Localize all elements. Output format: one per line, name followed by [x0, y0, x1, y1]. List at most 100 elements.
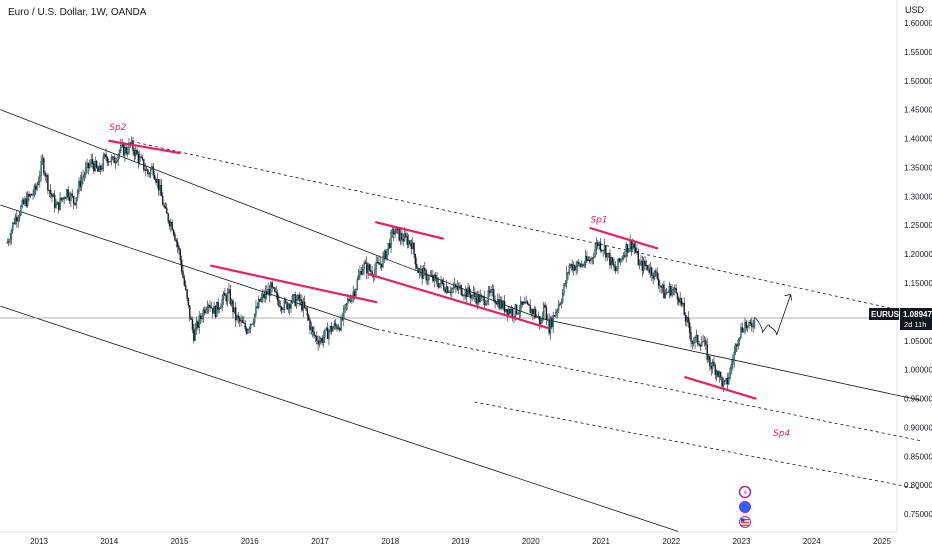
- candle-body[interactable]: [99, 165, 102, 171]
- candle-body[interactable]: [67, 189, 69, 198]
- candle-body[interactable]: [432, 275, 434, 282]
- candle-body[interactable]: [48, 190, 50, 191]
- candle-body[interactable]: [561, 293, 564, 303]
- candle-body[interactable]: [353, 291, 356, 297]
- candle-body[interactable]: [283, 300, 286, 310]
- candle-body[interactable]: [116, 160, 118, 163]
- candle-body[interactable]: [461, 294, 464, 296]
- candle-body[interactable]: [144, 169, 146, 171]
- candle-body[interactable]: [383, 250, 386, 257]
- candle-body[interactable]: [82, 176, 84, 179]
- candle-body[interactable]: [441, 279, 444, 284]
- channel-line[interactable]: [474, 401, 921, 490]
- candle-body[interactable]: [715, 370, 718, 375]
- candle-body[interactable]: [70, 193, 72, 201]
- candle-body[interactable]: [37, 181, 40, 185]
- candle-body[interactable]: [240, 320, 242, 322]
- candle-body[interactable]: [748, 321, 750, 326]
- candle-body[interactable]: [293, 294, 295, 296]
- candle-body[interactable]: [270, 282, 272, 296]
- candle-body[interactable]: [339, 327, 341, 331]
- candle-body[interactable]: [680, 297, 683, 305]
- candle-body[interactable]: [209, 305, 211, 308]
- lightning-icon[interactable]: [738, 485, 752, 499]
- candle-body[interactable]: [66, 189, 68, 198]
- candle-body[interactable]: [511, 308, 514, 317]
- candle-body[interactable]: [163, 204, 165, 207]
- candle-body[interactable]: [183, 277, 186, 286]
- candle-body[interactable]: [313, 331, 315, 336]
- candle-body[interactable]: [752, 326, 754, 328]
- candle-body[interactable]: [13, 222, 15, 224]
- candle-body[interactable]: [60, 197, 63, 201]
- sp-line[interactable]: [108, 139, 181, 155]
- candle-body[interactable]: [185, 285, 187, 290]
- candle-body[interactable]: [340, 317, 342, 331]
- candle-body[interactable]: [229, 289, 231, 305]
- candle-body[interactable]: [249, 324, 252, 329]
- candle-body[interactable]: [206, 307, 209, 310]
- channel-line[interactable]: [376, 328, 921, 442]
- candle-body[interactable]: [414, 253, 417, 265]
- candle-body[interactable]: [503, 300, 506, 312]
- candle-body[interactable]: [543, 304, 545, 319]
- candle-body[interactable]: [153, 175, 156, 180]
- candle-body[interactable]: [276, 293, 279, 301]
- candle-body[interactable]: [329, 326, 331, 332]
- support-resistance-lines[interactable]: [108, 139, 793, 400]
- candle-body[interactable]: [318, 341, 321, 345]
- candle-body[interactable]: [256, 306, 259, 308]
- candle-body[interactable]: [445, 286, 448, 293]
- candle-body[interactable]: [182, 271, 184, 278]
- candle-body[interactable]: [113, 156, 115, 164]
- candle-body[interactable]: [328, 331, 330, 339]
- candle-body[interactable]: [703, 340, 706, 342]
- candle-body[interactable]: [699, 344, 702, 347]
- candle-body[interactable]: [137, 153, 140, 163]
- candle-body[interactable]: [457, 286, 460, 290]
- candle-body[interactable]: [267, 288, 269, 295]
- candle-body[interactable]: [306, 308, 309, 316]
- candle-body[interactable]: [266, 291, 268, 295]
- candle-body[interactable]: [380, 263, 383, 268]
- candle-body[interactable]: [359, 271, 361, 276]
- candle-body[interactable]: [580, 264, 583, 267]
- candle-body[interactable]: [193, 329, 195, 341]
- candle-body[interactable]: [429, 275, 431, 277]
- candle-body[interactable]: [53, 194, 56, 208]
- candle-body[interactable]: [640, 260, 642, 264]
- candle-body[interactable]: [601, 250, 603, 251]
- channel-line[interactable]: [0, 109, 538, 319]
- candle-body[interactable]: [186, 289, 188, 299]
- candle-body[interactable]: [609, 253, 611, 266]
- candle-body[interactable]: [490, 289, 492, 293]
- candle-body[interactable]: [728, 376, 730, 385]
- candle-body[interactable]: [135, 149, 137, 156]
- candle-body[interactable]: [559, 303, 561, 306]
- candle-body[interactable]: [690, 332, 692, 342]
- candle-body[interactable]: [213, 306, 215, 314]
- candle-body[interactable]: [624, 255, 626, 257]
- candle-body[interactable]: [40, 161, 42, 176]
- candle-body[interactable]: [245, 328, 248, 334]
- channel-line[interactable]: [537, 317, 921, 401]
- candle-body[interactable]: [398, 228, 400, 241]
- candle-body[interactable]: [201, 318, 203, 320]
- candle-body[interactable]: [571, 264, 573, 271]
- candle-body[interactable]: [556, 309, 558, 313]
- candle-body[interactable]: [289, 304, 291, 309]
- candle-body[interactable]: [595, 242, 598, 250]
- candle-body[interactable]: [687, 317, 689, 323]
- candle-body[interactable]: [742, 331, 745, 333]
- candle-body[interactable]: [584, 256, 587, 265]
- candle-body[interactable]: [259, 298, 261, 302]
- candle-body[interactable]: [518, 311, 521, 314]
- candle-body[interactable]: [120, 145, 122, 151]
- candle-body[interactable]: [310, 326, 313, 330]
- candle-body[interactable]: [632, 243, 634, 250]
- candle-body[interactable]: [295, 299, 298, 306]
- candle-body[interactable]: [428, 275, 430, 280]
- candle-body[interactable]: [738, 336, 741, 341]
- candle-body[interactable]: [474, 292, 476, 298]
- candle-body[interactable]: [418, 269, 421, 274]
